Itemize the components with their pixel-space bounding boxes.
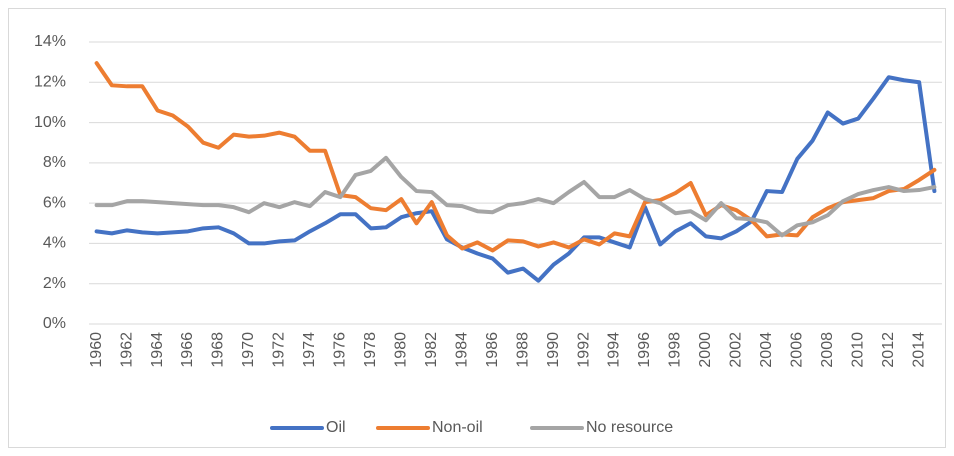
x-tick-label: 1972: [271, 332, 288, 368]
y-tick-label: 6%: [43, 194, 66, 211]
y-tick-label: 4%: [43, 235, 66, 252]
x-tick-label: 1986: [484, 332, 501, 368]
x-tick-label: 2010: [849, 332, 866, 368]
x-tick-label: 1982: [423, 332, 440, 368]
chart-border: [8, 8, 946, 448]
x-tick-label: 1966: [179, 332, 196, 368]
x-tick-label: 2006: [789, 332, 806, 368]
x-tick-label: 1976: [332, 332, 349, 368]
x-tick-label: 1960: [88, 332, 105, 368]
x-tick-label: 1990: [545, 332, 562, 368]
x-tick-label: 1962: [118, 332, 135, 368]
x-tick-label: 1984: [453, 332, 470, 368]
y-tick-label: 2%: [43, 275, 66, 292]
series-line: [94, 155, 937, 238]
x-tick-label: 1964: [149, 332, 166, 368]
x-tick-label: 1980: [392, 332, 409, 368]
y-tick-label: 8%: [43, 154, 66, 171]
x-tick-label: 1968: [210, 332, 227, 368]
x-tick-label: 1974: [301, 332, 318, 368]
x-tick-label: 2004: [758, 332, 775, 368]
x-tick-label: 2002: [728, 332, 745, 368]
x-tick-label: 2014: [910, 332, 927, 368]
series-line: [94, 75, 937, 283]
x-tick-label: 1996: [636, 332, 653, 368]
x-tick-label: 2000: [697, 332, 714, 368]
y-tick-label: 10%: [34, 114, 66, 131]
x-tick-label: 1978: [362, 332, 379, 368]
x-tick-label: 1992: [575, 332, 592, 368]
x-tick-label: 1970: [240, 332, 257, 368]
y-tick-label: 12%: [34, 74, 66, 91]
x-tick-label: 2008: [819, 332, 836, 368]
x-tick-label: 2012: [880, 332, 897, 368]
legend-label: Non-oil: [432, 419, 483, 436]
x-tick-label: 1988: [514, 332, 531, 368]
x-tick-label: 1998: [667, 332, 684, 368]
legend-label: No resource: [586, 419, 673, 436]
y-tick-label: 14%: [34, 33, 66, 50]
y-tick-label: 0%: [43, 315, 66, 332]
series-line: [94, 61, 937, 253]
legend-label: Oil: [326, 419, 346, 436]
x-tick-label: 1994: [606, 332, 623, 368]
